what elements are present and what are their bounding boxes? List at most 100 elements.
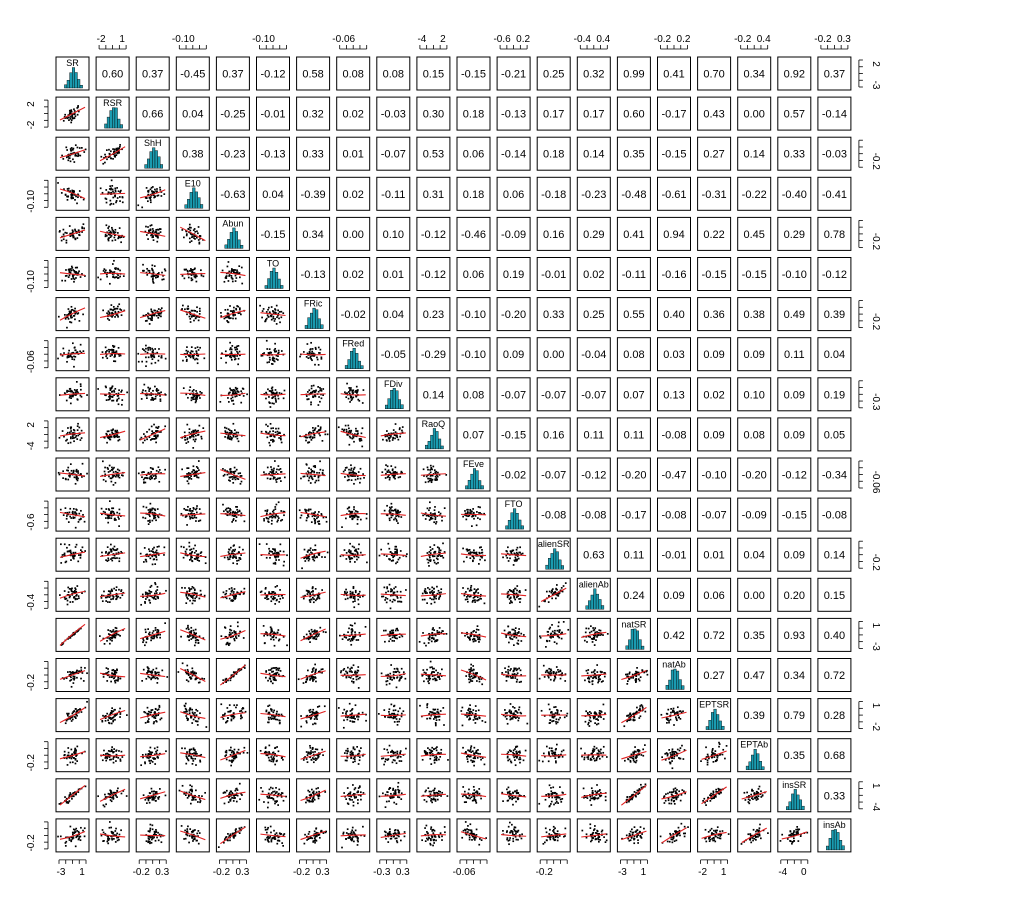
scatter-point bbox=[204, 562, 207, 565]
scatter-point bbox=[395, 562, 397, 565]
scatter-point bbox=[384, 599, 386, 601]
scatter-point bbox=[433, 509, 436, 512]
scatter-point bbox=[319, 348, 322, 351]
scatter-point bbox=[197, 354, 200, 357]
scatter-point bbox=[114, 435, 117, 438]
scatter-point bbox=[360, 439, 363, 442]
scatter-point bbox=[358, 543, 360, 546]
scatter-point bbox=[227, 261, 230, 263]
scatter-point bbox=[200, 551, 203, 553]
scatter-point bbox=[343, 590, 346, 593]
scatter-point bbox=[237, 352, 239, 355]
scatter-point bbox=[77, 105, 79, 107]
scatter-point bbox=[118, 438, 121, 441]
scatter-point bbox=[200, 593, 203, 596]
panel-frame bbox=[697, 176, 732, 211]
scatter-point bbox=[315, 348, 317, 350]
scatter-point bbox=[101, 351, 104, 353]
correlation-value: 0.01 bbox=[703, 550, 724, 562]
scatter-point bbox=[388, 440, 391, 442]
scatter-point bbox=[433, 601, 436, 604]
scatter-point bbox=[324, 433, 327, 436]
scatter-point bbox=[431, 586, 434, 589]
scatter-point bbox=[470, 510, 473, 513]
scatter-point bbox=[316, 517, 318, 520]
scatter-point bbox=[162, 274, 164, 277]
scatter-point bbox=[192, 315, 195, 317]
scatter-point bbox=[73, 596, 75, 599]
scatter-point bbox=[477, 592, 480, 594]
scatter-point bbox=[235, 308, 238, 311]
scatter-point bbox=[106, 231, 108, 234]
scatter-point bbox=[72, 236, 75, 238]
histogram-bar bbox=[74, 72, 78, 89]
panel-TO-alienAb: 0.02 bbox=[576, 257, 611, 291]
panel-ShH-Abun: -0.23 bbox=[215, 136, 250, 171]
scatter-point bbox=[112, 557, 115, 559]
scatter-point bbox=[548, 595, 550, 597]
scatter-point bbox=[267, 432, 269, 435]
scatter-point bbox=[232, 595, 235, 598]
smoother-line bbox=[501, 593, 527, 597]
panel-frame bbox=[496, 56, 531, 91]
scatter-point bbox=[111, 348, 113, 351]
correlation-value: -0.45 bbox=[180, 69, 205, 81]
scatter-point bbox=[192, 269, 194, 271]
scatter-point bbox=[152, 194, 155, 196]
scatter-point bbox=[67, 314, 70, 316]
scatter-point bbox=[271, 357, 274, 360]
scatter-point bbox=[228, 315, 230, 318]
scatter-point bbox=[114, 154, 116, 157]
scatter-point bbox=[354, 391, 357, 393]
scatter-point bbox=[395, 512, 398, 514]
scatter-point bbox=[278, 468, 280, 471]
scatter-point bbox=[186, 313, 188, 316]
scatter-point bbox=[236, 508, 239, 511]
scatter-point bbox=[186, 590, 188, 593]
scatter-point bbox=[70, 311, 72, 313]
scatter-point bbox=[226, 354, 228, 357]
scatter-point bbox=[192, 599, 195, 602]
scatter-point bbox=[260, 590, 263, 593]
scatter-point bbox=[430, 518, 432, 520]
panel-frame bbox=[95, 457, 130, 492]
panel-frame bbox=[256, 176, 290, 211]
scatter-point bbox=[322, 469, 324, 472]
scatter-point bbox=[276, 468, 278, 471]
panel-alienSR-SR bbox=[55, 537, 90, 572]
scatter-point bbox=[102, 510, 105, 513]
scatter-point bbox=[115, 552, 118, 555]
scatter-point bbox=[146, 593, 149, 595]
scatter-point bbox=[480, 597, 482, 600]
scatter-point bbox=[355, 385, 358, 388]
scatter-point bbox=[389, 558, 391, 561]
scatter-point bbox=[153, 431, 155, 434]
scatter-point bbox=[113, 435, 115, 438]
scatter-point bbox=[312, 601, 315, 604]
histogram-bar bbox=[227, 239, 231, 249]
scatter-point bbox=[155, 475, 157, 478]
smoother-line bbox=[140, 552, 166, 558]
scatter-point bbox=[389, 599, 392, 602]
panel-RSR-ShH: 0.66 bbox=[135, 96, 170, 131]
scatter-point bbox=[228, 510, 231, 512]
scatter-point bbox=[519, 601, 521, 604]
scatter-point bbox=[308, 471, 310, 474]
scatter-point bbox=[275, 323, 278, 325]
panel-RSR-natAb: -0.17 bbox=[657, 96, 691, 131]
scatter-point bbox=[197, 520, 200, 522]
panel-Abun-TO: -0.15 bbox=[256, 216, 290, 251]
scatter-point bbox=[229, 347, 232, 349]
scatter-point bbox=[478, 511, 480, 514]
scatter-point bbox=[267, 352, 270, 354]
panel-SR-RaoQ: 0.15 bbox=[416, 56, 451, 91]
scatter-point bbox=[154, 188, 156, 191]
scatter-point bbox=[307, 591, 310, 594]
scatter-point bbox=[241, 282, 244, 285]
scatter-point bbox=[66, 117, 69, 120]
scatter-point bbox=[352, 473, 355, 476]
scatter-point bbox=[188, 428, 191, 430]
scatter-point bbox=[393, 509, 396, 511]
scatter-point bbox=[272, 356, 274, 359]
scatter-point bbox=[224, 309, 227, 311]
